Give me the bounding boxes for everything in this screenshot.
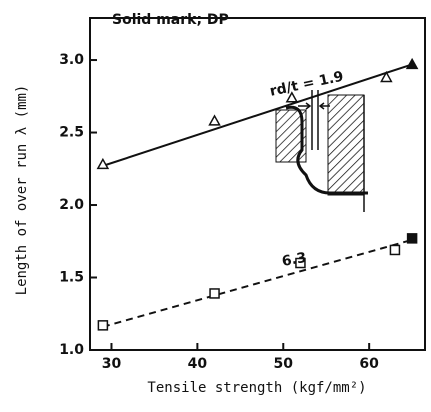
triangle-marker: [380, 70, 393, 83]
y-tick-label: 2.0: [59, 197, 84, 213]
square-marker: [295, 257, 306, 269]
x-tick-label: 30: [102, 356, 122, 372]
x-tick-label: 60: [359, 356, 379, 372]
y-tick-label: 1.5: [59, 270, 84, 286]
fit-line: [102, 238, 413, 328]
line-annotation: 6.3: [281, 250, 308, 270]
triangle-marker: [208, 114, 221, 126]
inset-diagram: [275, 90, 368, 212]
y-tick-label: 1.0: [59, 342, 84, 358]
x-tick-label: 50: [274, 356, 294, 372]
triangle-marker: [405, 57, 419, 70]
plot-frame: [89, 17, 426, 351]
y-tick-label: 3.0: [59, 52, 84, 68]
x-axis-label: Tensile strength (kgf/mm²): [147, 380, 366, 396]
triangle-marker: [96, 157, 110, 170]
square-marker: [389, 244, 401, 256]
chart-title: Solid mark; DP: [112, 12, 229, 28]
triangle-marker: [285, 91, 299, 103]
square-marker: [97, 320, 109, 331]
fit-line: [102, 63, 413, 167]
square-marker: [209, 288, 220, 299]
y-tick-label: 2.5: [59, 125, 84, 141]
y-axis-label: Length of over run λ (mm): [14, 85, 30, 296]
x-tick-label: 40: [188, 356, 208, 372]
square-marker: [406, 233, 418, 244]
